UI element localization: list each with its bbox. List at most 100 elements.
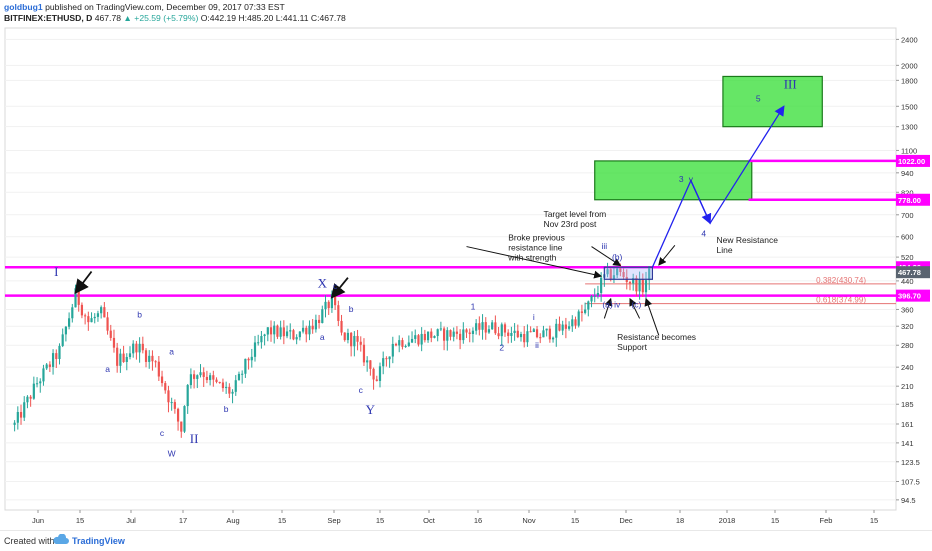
candle-up — [68, 318, 71, 327]
candle-down — [122, 353, 125, 363]
price-chart[interactable]: 2400 2000 1800 1500 1300 1100 940 820 700 600 520 4… — [0, 26, 932, 530]
y-tick-label: 2400 — [901, 35, 918, 44]
wave-label: iv — [614, 299, 621, 309]
x-tick-label: 15 — [571, 516, 579, 525]
candle-up — [237, 373, 241, 381]
candle-up — [42, 368, 45, 382]
candle-up — [23, 402, 26, 418]
candle-up — [487, 329, 491, 333]
footer: Created with TradingView — [0, 530, 932, 551]
candle-down — [455, 331, 459, 334]
candle-up — [45, 364, 48, 369]
candle-up — [35, 383, 39, 385]
y-tick-label: 185 — [901, 400, 914, 409]
annotation-line: Target level from — [543, 209, 606, 219]
candle-down — [641, 279, 644, 293]
candle-up — [170, 402, 173, 404]
candle-up — [433, 336, 436, 338]
wave-label: W — [168, 449, 176, 459]
candle-down — [317, 319, 321, 324]
last-price: 467.78 — [94, 13, 122, 23]
x-tick-label: Oct — [423, 516, 436, 525]
candle-up — [330, 293, 334, 309]
wave-label: b — [137, 310, 142, 320]
candle-up — [346, 332, 350, 341]
candle-down — [548, 328, 551, 340]
candle-up — [96, 313, 100, 317]
candle-down — [48, 364, 51, 367]
candle-up — [183, 406, 186, 432]
candle-up — [481, 322, 484, 330]
consolidation-box — [603, 266, 654, 280]
candle-down — [311, 325, 314, 330]
wave-label: 5 — [756, 94, 761, 104]
candle-down — [103, 307, 106, 318]
tradingview-brand[interactable]: TradingView — [72, 536, 125, 546]
candle-up — [420, 333, 423, 345]
wave-label: iii — [602, 241, 608, 251]
publish-info: published on TradingView.com, December 0… — [45, 2, 285, 12]
wave-label: 3 — [679, 174, 684, 184]
author-link[interactable]: goldbug1 — [4, 2, 43, 12]
chart-header: goldbug1 published on TradingView.com, D… — [4, 2, 924, 24]
y-tick-label: 141 — [901, 439, 914, 448]
candle-up — [600, 277, 603, 294]
candle-up — [446, 330, 449, 341]
candle-up — [250, 356, 253, 361]
candle-down — [192, 374, 196, 379]
x-tick-label: Dec — [619, 516, 633, 525]
candle-down — [144, 350, 148, 362]
wave-label: c — [160, 428, 165, 438]
candle-up — [632, 277, 635, 284]
target-box — [594, 160, 753, 201]
candle-down — [337, 305, 340, 321]
annotation-line: resistance line — [508, 242, 563, 252]
pointer-arrow — [74, 270, 93, 295]
y-tick-label: 210 — [901, 382, 914, 391]
candle-down — [80, 304, 84, 316]
wave-label: c — [333, 281, 338, 291]
candle-up — [138, 343, 141, 353]
candle-down — [580, 311, 584, 313]
pointer-arrow — [330, 277, 349, 299]
candle-down — [417, 335, 420, 345]
candle-up — [407, 342, 410, 346]
candle-up — [638, 279, 641, 292]
candle-down — [574, 319, 577, 326]
candle-down — [77, 288, 80, 305]
candle-up — [388, 356, 391, 360]
wave-label: 2 — [499, 342, 504, 352]
x-tick-label: 2018 — [719, 516, 736, 525]
candle-up — [257, 342, 260, 344]
y-tick-label: 520 — [901, 253, 914, 262]
wave-label: b — [224, 404, 229, 414]
y-tick-label: 107.5 — [901, 478, 920, 487]
wave-label: a — [320, 332, 325, 342]
candle-up — [526, 331, 529, 343]
candle-up — [414, 335, 417, 339]
y-tick-label: 161 — [901, 420, 914, 429]
wave-label: c — [359, 385, 364, 395]
level-tag — [896, 154, 930, 167]
level-tag-label: 1022.00 — [898, 157, 925, 166]
price-change: ▲ +25.59 (+5.79%) — [123, 13, 199, 23]
x-tick-label: Sep — [327, 516, 340, 525]
candle-down — [327, 301, 330, 309]
candle-down — [619, 268, 622, 273]
candle-up — [519, 333, 523, 338]
candle-up — [90, 318, 93, 323]
candle-up — [475, 323, 478, 331]
candle-up — [289, 330, 292, 332]
candle-up — [545, 328, 548, 331]
pointer-arrow — [603, 297, 613, 319]
candle-down — [523, 333, 526, 343]
candle-up — [13, 422, 16, 425]
candle-up — [510, 332, 513, 336]
candle-down — [160, 376, 164, 384]
candle-down — [205, 376, 209, 381]
candle-down — [497, 333, 500, 337]
candle-up — [244, 358, 247, 374]
candle-up — [26, 396, 29, 403]
candle-down — [55, 353, 58, 360]
level-tag-label: 778.00 — [898, 196, 921, 205]
